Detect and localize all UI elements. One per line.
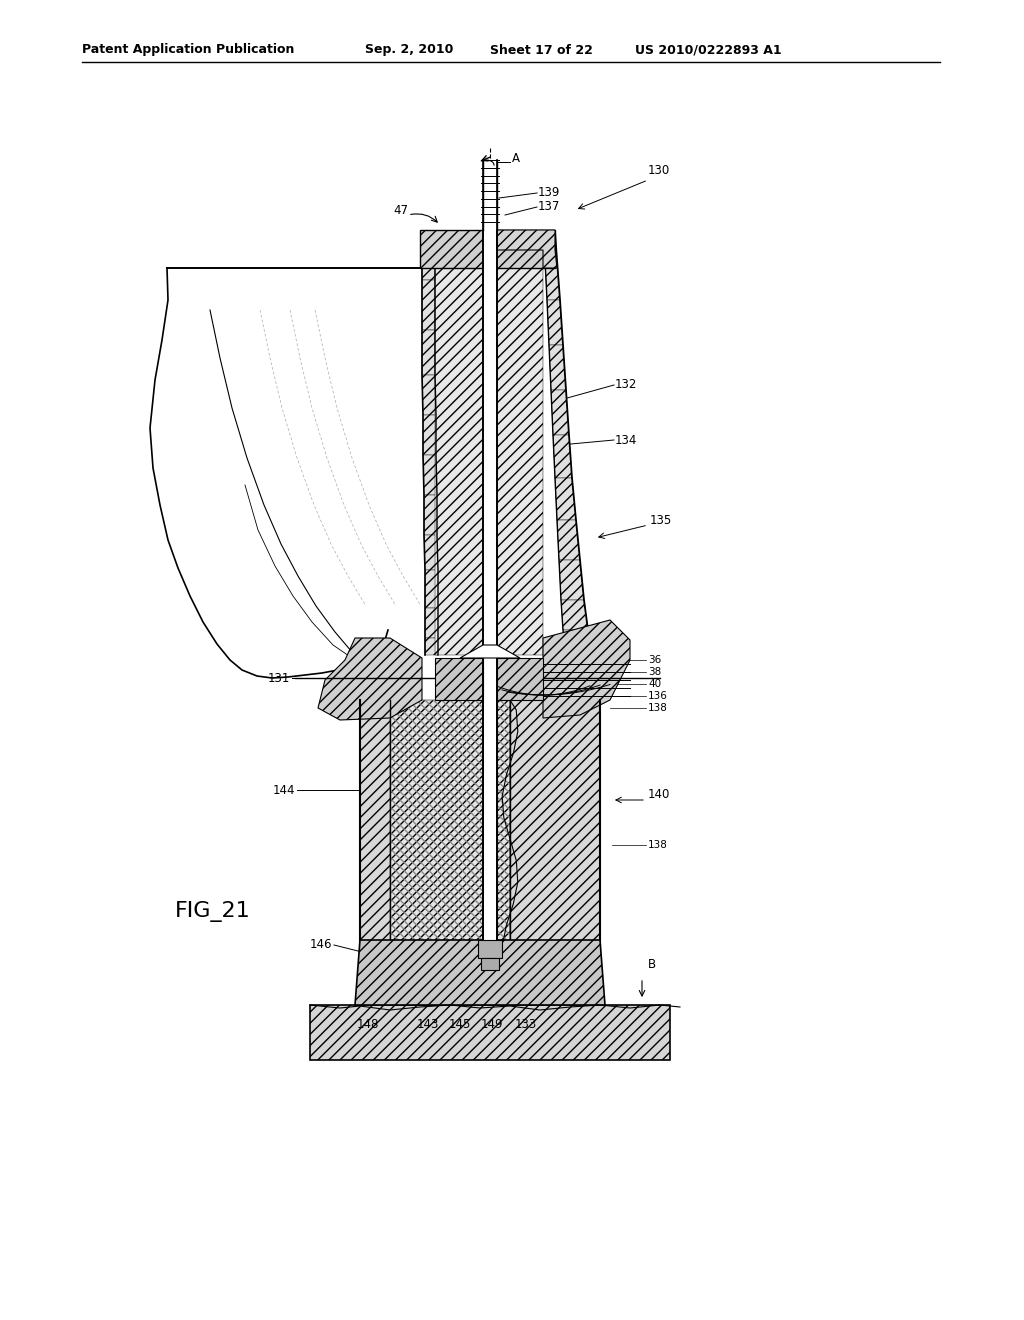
Polygon shape [559, 560, 584, 601]
Text: Sheet 17 of 22: Sheet 17 of 22 [490, 44, 593, 57]
Polygon shape [420, 230, 555, 268]
Polygon shape [549, 345, 566, 389]
Text: 148: 148 [356, 1018, 379, 1031]
Text: 36: 36 [648, 655, 662, 665]
Polygon shape [563, 630, 591, 648]
Polygon shape [318, 638, 422, 719]
Polygon shape [425, 638, 438, 655]
Text: 146: 146 [309, 939, 332, 952]
Polygon shape [423, 455, 437, 495]
Polygon shape [423, 414, 436, 455]
Text: 144: 144 [272, 784, 295, 796]
Polygon shape [497, 230, 557, 268]
Polygon shape [545, 260, 560, 300]
Polygon shape [483, 700, 497, 940]
Text: 139: 139 [538, 186, 560, 199]
Polygon shape [481, 958, 499, 970]
Polygon shape [310, 1005, 670, 1060]
Text: 135: 135 [650, 513, 672, 527]
Polygon shape [460, 645, 520, 657]
Text: Patent Application Publication: Patent Application Publication [82, 44, 294, 57]
Text: 138: 138 [648, 840, 668, 850]
Text: 133: 133 [515, 1018, 538, 1031]
Text: US 2010/0222893 A1: US 2010/0222893 A1 [635, 44, 781, 57]
Text: 149: 149 [480, 1018, 503, 1031]
Polygon shape [510, 700, 600, 1001]
Polygon shape [422, 280, 435, 330]
Text: Sep. 2, 2010: Sep. 2, 2010 [365, 44, 454, 57]
Text: B: B [648, 958, 656, 972]
Polygon shape [553, 436, 572, 478]
Polygon shape [425, 570, 438, 609]
Polygon shape [543, 232, 557, 260]
Polygon shape [424, 535, 438, 570]
Polygon shape [360, 700, 390, 1001]
Text: 132: 132 [615, 379, 637, 392]
Text: 131: 131 [267, 672, 290, 685]
Text: 137: 137 [538, 201, 560, 214]
Text: 134: 134 [615, 433, 637, 446]
Polygon shape [557, 520, 580, 560]
Polygon shape [422, 240, 435, 280]
Polygon shape [543, 620, 630, 718]
Polygon shape [435, 657, 483, 700]
Polygon shape [425, 609, 438, 638]
Text: 143: 143 [417, 1018, 439, 1031]
Text: FIG_21: FIG_21 [175, 902, 251, 923]
Text: 40: 40 [648, 678, 662, 689]
Polygon shape [565, 648, 593, 657]
Polygon shape [478, 940, 502, 958]
Polygon shape [551, 389, 569, 436]
Text: 140: 140 [648, 788, 671, 801]
Polygon shape [547, 300, 563, 345]
Text: 136: 136 [648, 690, 668, 701]
Polygon shape [422, 375, 436, 414]
Text: 47: 47 [393, 203, 408, 216]
Polygon shape [497, 240, 543, 655]
Text: 145: 145 [449, 1018, 471, 1031]
Text: A: A [512, 152, 520, 165]
Polygon shape [422, 330, 435, 375]
Polygon shape [424, 495, 437, 535]
Text: 38: 38 [648, 667, 662, 677]
Polygon shape [390, 700, 510, 1001]
Polygon shape [435, 240, 483, 655]
Text: 138: 138 [648, 704, 668, 713]
Text: 130: 130 [648, 164, 671, 177]
Polygon shape [561, 601, 588, 630]
Polygon shape [435, 232, 567, 657]
Polygon shape [497, 657, 543, 700]
Polygon shape [483, 160, 497, 940]
Polygon shape [355, 940, 605, 1005]
Polygon shape [555, 478, 575, 520]
